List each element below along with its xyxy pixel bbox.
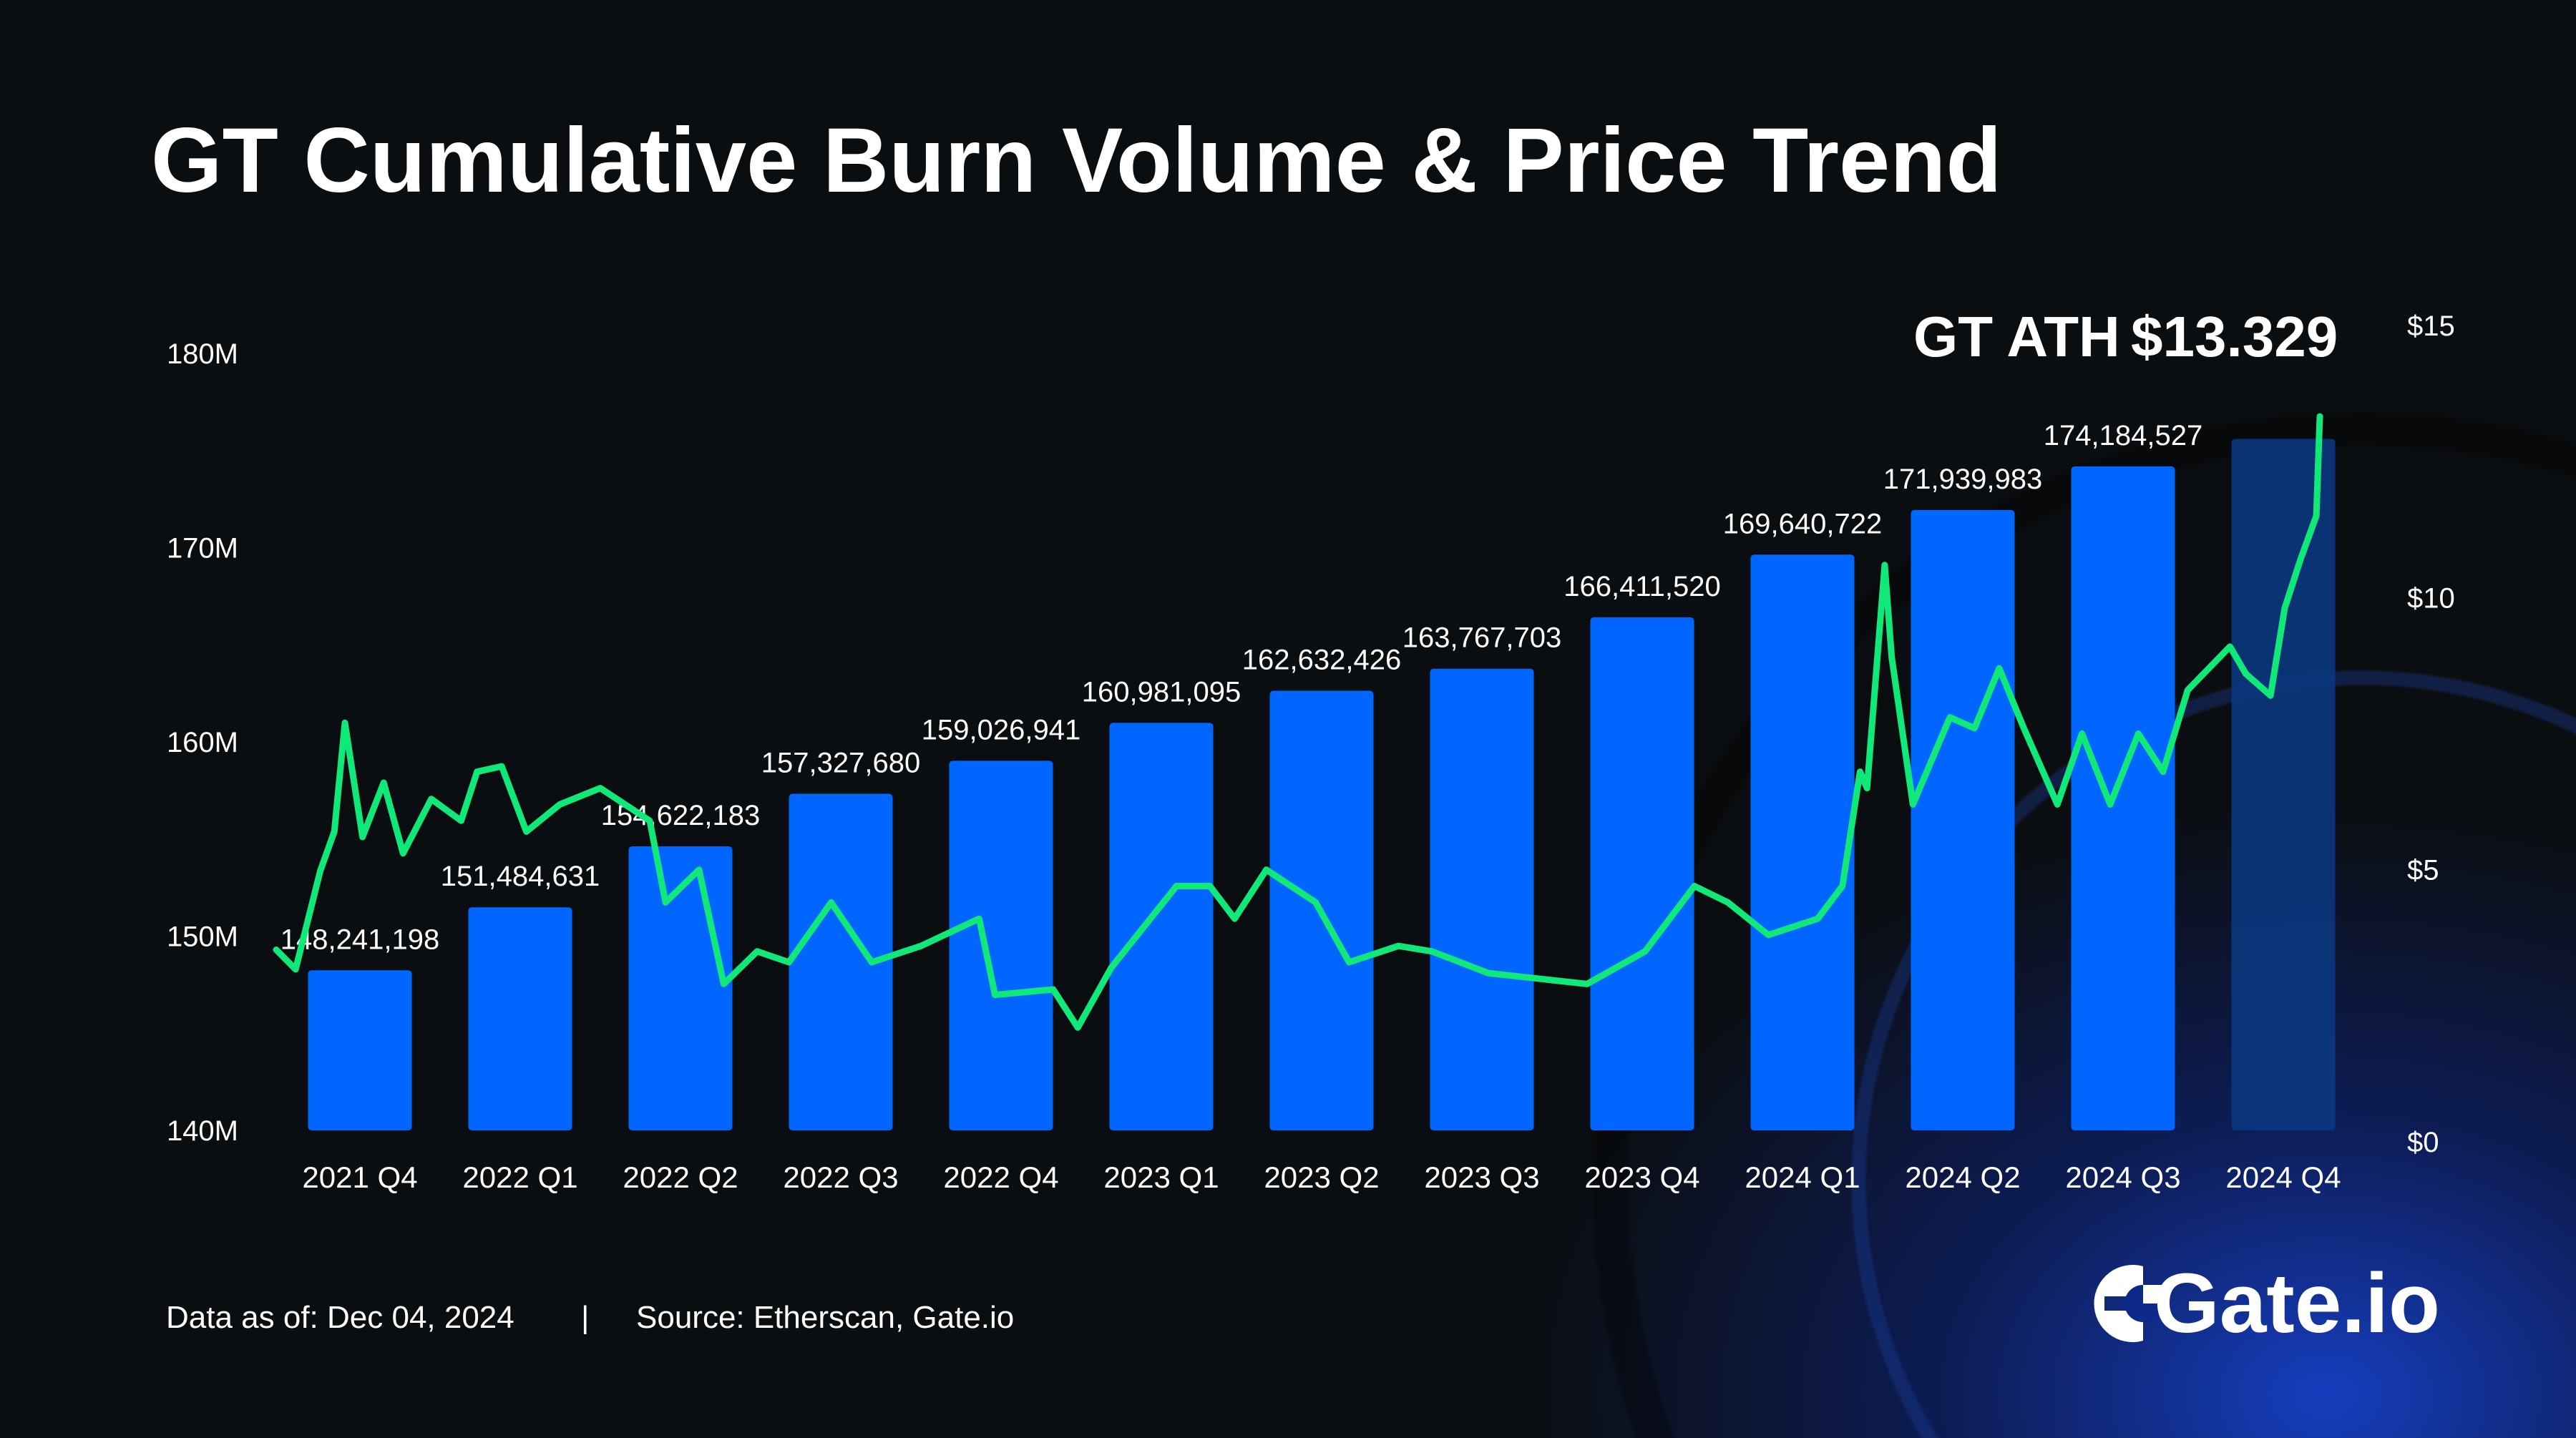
ath-label: GT ATH <box>1913 305 2120 368</box>
bar-value-label: 160,981,095 <box>1082 676 1241 708</box>
bar <box>2071 466 2175 1130</box>
right-axis-tick: $15 <box>2407 310 2455 342</box>
bar-value-label: 166,411,520 <box>1563 571 1720 602</box>
bar <box>2231 439 2336 1130</box>
x-axis-tick: 2023 Q3 <box>1424 1160 1539 1194</box>
x-axis-tick: 2022 Q2 <box>623 1160 738 1194</box>
left-axis-tick: 150M <box>167 921 238 953</box>
bar-value-label: 171,939,983 <box>1883 464 2042 495</box>
bar <box>1750 554 1855 1130</box>
bar <box>468 907 572 1130</box>
logo-text: Gate.io <box>2154 1256 2440 1351</box>
left-axis-tick: 180M <box>167 338 238 370</box>
bar <box>1109 723 1214 1130</box>
bar <box>1590 617 1694 1130</box>
bar <box>949 760 1053 1130</box>
bar <box>308 970 412 1130</box>
bar-value-label: 157,327,680 <box>761 748 920 779</box>
x-axis-tick: 2024 Q1 <box>1745 1160 1860 1194</box>
left-axis-tick: 160M <box>167 727 238 758</box>
x-axis-tick: 2023 Q4 <box>1584 1160 1699 1194</box>
bar-series <box>308 439 2336 1130</box>
left-axis: 140M 150M 160M 170M 180M <box>167 338 238 1147</box>
data-date: Data as of: Dec 04, 2024 <box>166 1300 514 1335</box>
gate-g-icon <box>2094 1265 2163 1342</box>
bar-value-label: 162,632,426 <box>1242 645 1401 676</box>
x-axis-tick: 2023 Q2 <box>1264 1160 1379 1194</box>
right-axis-tick: $10 <box>2407 582 2455 614</box>
data-source: Source: Etherscan, Gate.io <box>636 1300 1014 1335</box>
bar-value-label: 163,767,703 <box>1402 622 1561 654</box>
x-axis-tick: 2024 Q2 <box>1905 1160 2020 1194</box>
bar-value-label: 169,640,722 <box>1723 508 1882 539</box>
x-axis-tick: 2021 Q4 <box>302 1160 417 1194</box>
price-line <box>273 413 2323 1031</box>
ath-value: $13.329 <box>2131 305 2338 368</box>
x-axis-tick: 2024 Q3 <box>2065 1160 2180 1194</box>
x-axis-tick: 2024 Q4 <box>2225 1160 2341 1194</box>
bar <box>1911 509 2015 1130</box>
gate-logo: Gate.io <box>2094 1256 2440 1351</box>
right-axis-tick: $0 <box>2407 1127 2439 1158</box>
x-axis: 2021 Q4 2022 Q1 2022 Q2 2022 Q3 2022 Q4 2023 … <box>302 1160 2341 1194</box>
right-axis-tick: $5 <box>2407 855 2439 886</box>
left-axis-tick: 140M <box>167 1115 238 1147</box>
bar-value-label: 151,484,631 <box>441 861 600 892</box>
left-axis-tick: 170M <box>167 533 238 564</box>
x-axis-tick: 2022 Q3 <box>783 1160 898 1194</box>
footer-divider: | <box>581 1300 589 1335</box>
right-axis: $0 $5 $10 $15 <box>2407 310 2455 1158</box>
bar-value-label: 174,184,527 <box>2044 420 2202 451</box>
x-axis-tick: 2022 Q4 <box>943 1160 1058 1194</box>
chart-title: GT Cumulative Burn Volume & Price Trend <box>151 109 2002 212</box>
bar-value-label: 159,026,941 <box>922 714 1080 745</box>
bar <box>1430 668 1534 1130</box>
bar <box>789 793 893 1130</box>
x-axis-tick: 2023 Q1 <box>1103 1160 1219 1194</box>
x-axis-tick: 2022 Q1 <box>462 1160 577 1194</box>
